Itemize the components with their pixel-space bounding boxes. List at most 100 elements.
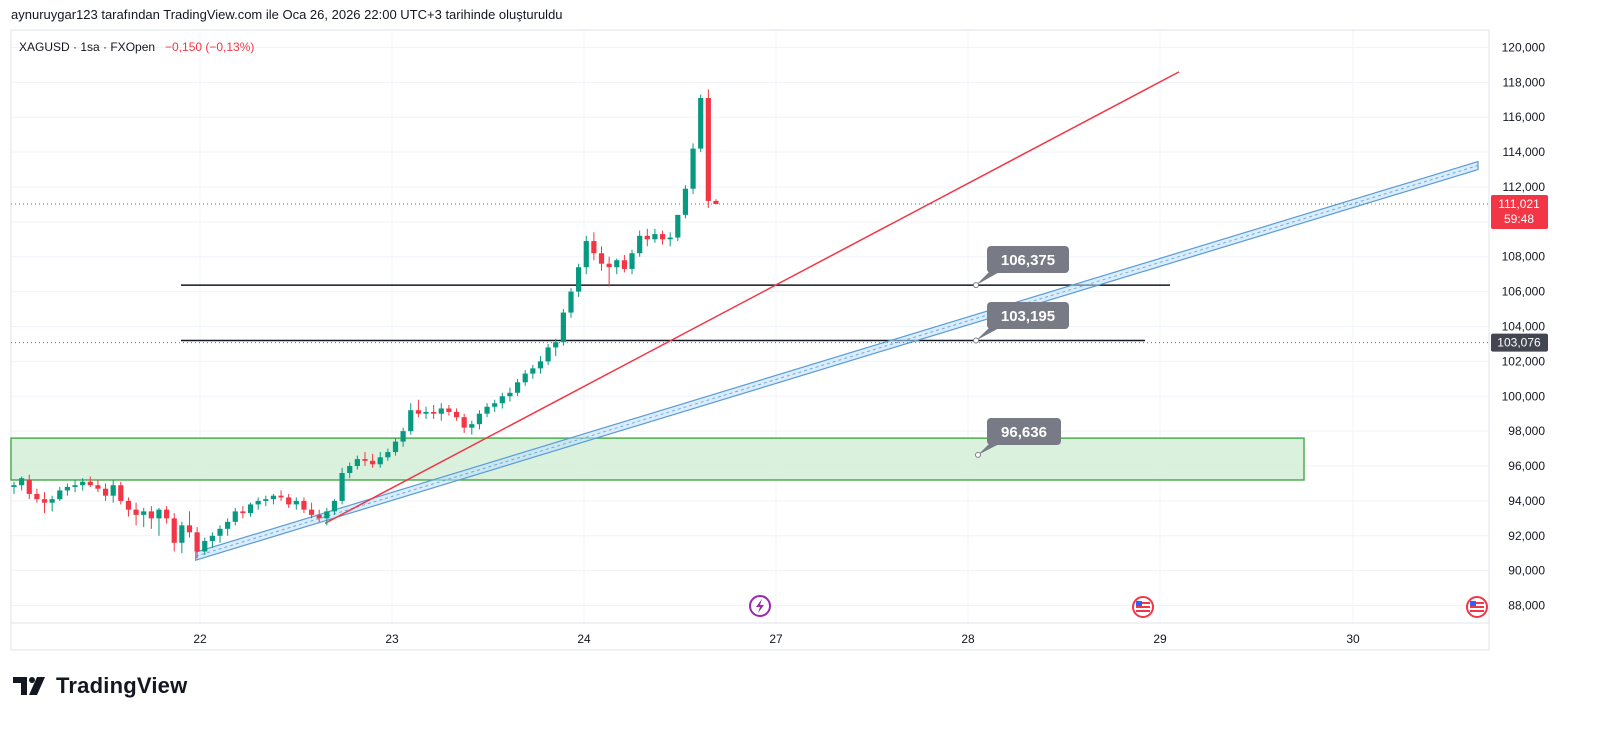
price-callout[interactable]: 103,195 — [973, 302, 1070, 344]
candle[interactable] — [118, 481, 124, 505]
candle[interactable] — [705, 89, 711, 208]
candle[interactable] — [240, 506, 246, 519]
candle[interactable] — [232, 507, 238, 526]
candle[interactable] — [377, 452, 383, 468]
candle[interactable] — [522, 370, 528, 386]
price-callout[interactable]: 96,636 — [975, 418, 1062, 458]
candle[interactable] — [179, 521, 185, 554]
candle[interactable] — [186, 511, 193, 538]
candle[interactable] — [80, 478, 86, 491]
candle[interactable] — [19, 476, 25, 491]
candle[interactable] — [164, 506, 170, 524]
candle[interactable] — [385, 448, 391, 461]
candle[interactable] — [545, 343, 551, 365]
candle[interactable] — [102, 483, 109, 501]
candle[interactable] — [308, 502, 315, 519]
candle[interactable] — [347, 462, 353, 479]
candle[interactable] — [629, 249, 635, 275]
candle[interactable] — [461, 413, 467, 433]
candle[interactable] — [133, 502, 139, 526]
candle[interactable] — [217, 525, 223, 543]
candle[interactable] — [293, 497, 299, 510]
candle[interactable] — [95, 479, 101, 493]
candle[interactable] — [682, 185, 689, 219]
legend-symbol[interactable]: XAGUSD · 1sa · FXOpen — [19, 40, 155, 54]
candle[interactable] — [209, 532, 215, 549]
candle[interactable] — [438, 403, 444, 421]
candle[interactable] — [583, 235, 589, 275]
candle[interactable] — [49, 495, 55, 512]
candle[interactable] — [484, 403, 490, 418]
trendline[interactable] — [324, 71, 1180, 525]
last-price-badge[interactable] — [1491, 195, 1548, 230]
candle[interactable] — [553, 338, 559, 357]
candle[interactable] — [263, 495, 269, 507]
candle[interactable] — [354, 455, 360, 470]
candle[interactable] — [453, 408, 460, 421]
candle[interactable] — [400, 427, 406, 447]
candle[interactable] — [492, 399, 498, 412]
candle[interactable] — [125, 497, 132, 517]
candle[interactable] — [110, 479, 116, 503]
candle[interactable] — [431, 404, 437, 419]
candle[interactable] — [247, 502, 254, 517]
candle[interactable] — [637, 230, 643, 257]
candle[interactable] — [171, 513, 177, 552]
zone-rectangle[interactable] — [10, 437, 1305, 481]
candle[interactable] — [156, 507, 162, 536]
candle[interactable] — [339, 467, 345, 505]
candle[interactable] — [148, 506, 154, 529]
candle[interactable] — [26, 474, 32, 500]
level-price-badge[interactable] — [1491, 333, 1548, 352]
candle[interactable] — [537, 356, 544, 374]
candle[interactable] — [286, 493, 292, 508]
candle[interactable] — [530, 364, 536, 379]
candle[interactable] — [591, 232, 597, 261]
candle[interactable] — [415, 399, 421, 418]
candle[interactable] — [316, 509, 322, 522]
candle[interactable] — [408, 403, 414, 435]
candle[interactable] — [64, 483, 71, 496]
candle[interactable] — [614, 258, 620, 275]
candle[interactable] — [690, 143, 696, 194]
candle[interactable] — [301, 497, 307, 514]
price-callout[interactable]: 106,375 — [973, 246, 1070, 289]
candle[interactable] — [11, 481, 17, 494]
candle[interactable] — [659, 230, 666, 245]
candle[interactable] — [57, 486, 63, 501]
candle[interactable] — [392, 438, 399, 456]
candle[interactable] — [476, 410, 483, 430]
candle[interactable] — [713, 199, 719, 205]
candle[interactable] — [225, 518, 231, 536]
candle[interactable] — [370, 453, 376, 468]
candle[interactable] — [652, 228, 658, 243]
candle[interactable] — [675, 214, 681, 242]
tradingview-logo[interactable]: TradingView — [13, 673, 187, 699]
us-flag-event-icon[interactable] — [1466, 596, 1488, 618]
candle[interactable] — [87, 476, 93, 487]
candle[interactable] — [331, 499, 338, 515]
candle[interactable] — [598, 246, 605, 271]
candle[interactable] — [606, 256, 612, 287]
channel-band[interactable] — [195, 160, 1479, 562]
candle[interactable] — [446, 404, 452, 416]
candle[interactable] — [644, 228, 650, 247]
earnings-event-icon[interactable] — [749, 595, 771, 617]
candle[interactable] — [423, 406, 429, 419]
us-flag-event-icon[interactable] — [1132, 596, 1154, 618]
candle[interactable] — [621, 254, 627, 273]
candle[interactable] — [560, 309, 566, 346]
candle[interactable] — [362, 452, 368, 467]
candle[interactable] — [278, 490, 284, 501]
candle[interactable] — [72, 479, 78, 493]
candle[interactable] — [576, 263, 582, 297]
candle[interactable] — [499, 392, 505, 409]
candle[interactable] — [270, 493, 277, 505]
candle[interactable] — [469, 420, 475, 435]
candle[interactable] — [41, 492, 48, 514]
candle[interactable] — [255, 497, 261, 510]
candle[interactable] — [667, 232, 673, 247]
candle[interactable] — [202, 537, 208, 555]
candle[interactable] — [34, 488, 40, 503]
